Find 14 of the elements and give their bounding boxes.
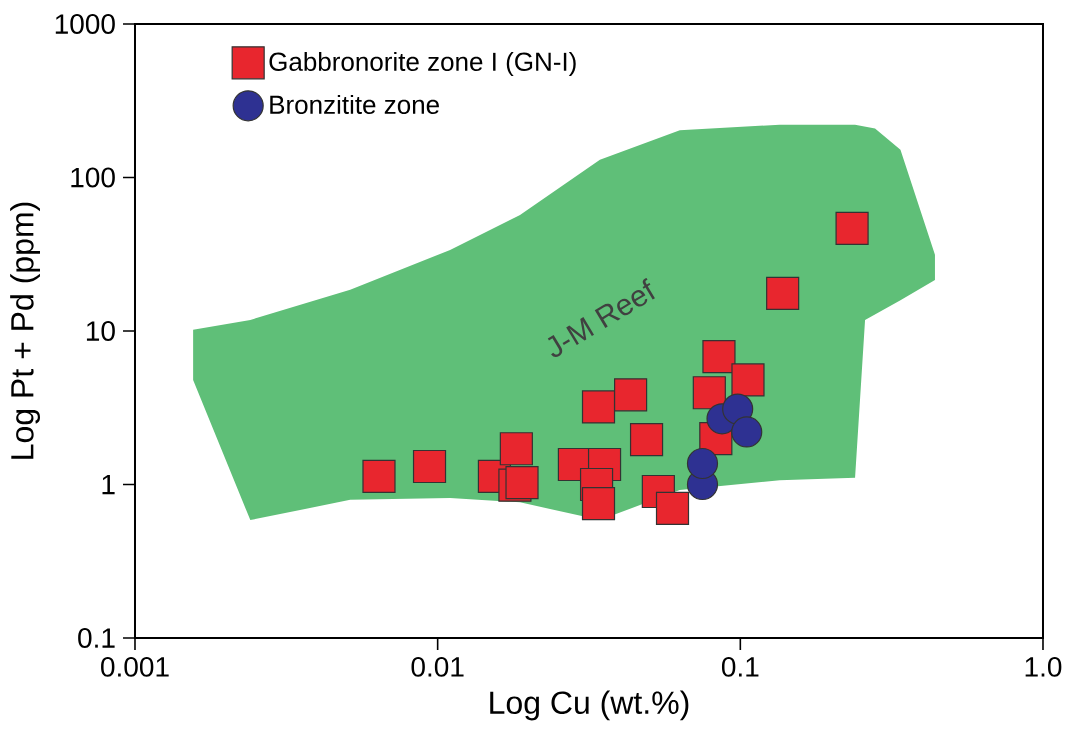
x-tick-label: 0.001 <box>101 656 169 677</box>
y-tick-label: 10 <box>86 321 115 341</box>
legend-label: Gabbronorite zone I (GN-I) <box>269 51 576 77</box>
legend-label: Bronzitite zone <box>270 94 439 114</box>
y-tick-label: 100 <box>71 167 115 188</box>
y-axis-title: Log Pt + Pd (ppm) <box>10 202 40 459</box>
x-tick-label: 0.1 <box>721 656 759 677</box>
annotation: J-M Reef <box>547 278 655 358</box>
x-axis-title: Log Cu (wt.%) <box>490 690 689 721</box>
y-tick-label: 1000 <box>55 14 115 34</box>
x-tick-label: 0.01 <box>411 656 464 677</box>
y-tick-label: 1 <box>102 474 115 495</box>
y-tick-label: 0.1 <box>78 628 115 648</box>
x-tick-label: 1.0 <box>1025 656 1062 677</box>
